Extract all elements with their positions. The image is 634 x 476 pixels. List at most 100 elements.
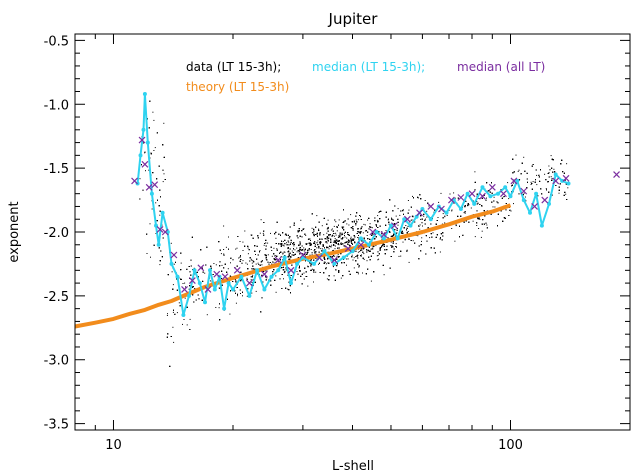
data-point (362, 232, 364, 234)
data-point (258, 264, 260, 265)
data-point (363, 223, 365, 225)
data-point (508, 198, 510, 200)
data-point (344, 236, 346, 238)
data-point (228, 236, 229, 238)
data-point (250, 258, 252, 260)
data-point (333, 225, 335, 227)
data-point (151, 208, 153, 210)
data-point (242, 260, 244, 262)
data-point (172, 311, 174, 313)
data-point (159, 214, 161, 216)
data-point (472, 220, 474, 222)
data-point (215, 307, 217, 308)
data-point (383, 274, 385, 276)
data-point (235, 279, 237, 281)
data-point (426, 216, 428, 218)
data-point (255, 290, 257, 292)
data-point (523, 156, 525, 158)
data-point (178, 302, 180, 304)
data-point (227, 268, 229, 270)
data-point (566, 163, 568, 165)
data-point (287, 288, 289, 290)
data-point (432, 232, 434, 234)
data-point (330, 229, 332, 231)
data-point (247, 247, 249, 249)
data-point (170, 242, 172, 244)
data-point (173, 263, 175, 265)
data-point (351, 254, 353, 256)
data-point (357, 271, 359, 273)
data-point (154, 147, 156, 149)
data-point (360, 255, 361, 256)
data-point (276, 248, 278, 250)
data-point (538, 176, 540, 178)
data-point (145, 170, 146, 172)
data-point (442, 213, 444, 215)
data-point (261, 264, 263, 266)
data-point (464, 212, 466, 214)
data-point (246, 263, 248, 265)
data-point (363, 258, 365, 260)
data-point (338, 244, 340, 246)
data-point (328, 248, 330, 250)
data-point (483, 224, 485, 225)
data-point (441, 223, 443, 225)
data-point (406, 249, 408, 251)
data-point (387, 219, 389, 221)
data-point (361, 231, 362, 233)
data-point (250, 276, 252, 278)
data-point (171, 271, 173, 273)
data-point (316, 247, 318, 249)
data-point (428, 205, 430, 207)
data-point (337, 253, 339, 255)
data-point (350, 238, 352, 240)
data-point (453, 192, 455, 194)
data-point (327, 226, 329, 228)
data-point (407, 231, 409, 232)
data-point (395, 243, 397, 245)
data-point (439, 251, 441, 253)
data-point (357, 251, 359, 253)
data-point (481, 205, 483, 207)
data-point (309, 254, 311, 256)
data-point (481, 230, 483, 232)
data-point (326, 278, 328, 280)
data-point (486, 224, 488, 226)
data-point (340, 238, 342, 240)
data-point (220, 253, 222, 255)
data-point (352, 227, 354, 229)
data-point (223, 225, 225, 227)
data-point (282, 241, 284, 242)
data-point (400, 255, 402, 257)
data-point (274, 255, 276, 256)
data-point (321, 248, 323, 250)
data-point (408, 261, 410, 263)
data-point (550, 176, 552, 178)
data-point (446, 215, 448, 216)
data-point (492, 206, 494, 208)
data-point (426, 210, 428, 212)
data-point (275, 275, 277, 277)
data-point (283, 278, 284, 280)
data-point (230, 262, 231, 264)
data-point (365, 230, 367, 232)
data-point (184, 297, 186, 299)
data-point (327, 239, 329, 241)
data-point (327, 262, 329, 264)
data-point (420, 218, 422, 220)
data-point (396, 232, 398, 234)
data-point (417, 197, 419, 199)
data-point (311, 253, 313, 255)
data-point (326, 228, 328, 230)
data-point (376, 219, 378, 221)
data-point (419, 228, 421, 230)
data-point (412, 195, 413, 197)
data-point (262, 232, 264, 234)
data-point (355, 224, 357, 226)
data-point (532, 181, 534, 183)
data-point (536, 174, 538, 176)
data-point (223, 253, 225, 255)
data-point (334, 240, 336, 242)
data-point (354, 250, 356, 252)
data-point (319, 233, 321, 234)
